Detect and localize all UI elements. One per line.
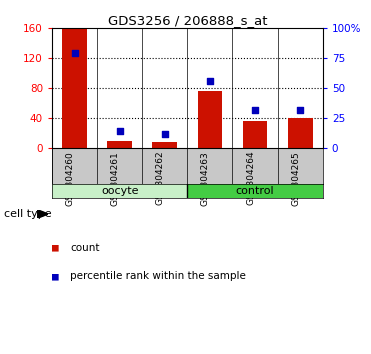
Text: percentile rank within the sample: percentile rank within the sample <box>70 271 246 281</box>
Bar <box>197 91 222 148</box>
Polygon shape <box>37 210 48 218</box>
Text: oocyte: oocyte <box>101 186 138 196</box>
Point <box>72 51 78 56</box>
Point <box>207 78 213 84</box>
Bar <box>107 141 132 148</box>
Bar <box>62 28 87 148</box>
Text: GSM304261: GSM304261 <box>111 151 120 206</box>
Text: control: control <box>236 186 275 196</box>
Bar <box>243 121 267 148</box>
Title: GDS3256 / 206888_s_at: GDS3256 / 206888_s_at <box>108 14 267 27</box>
Point <box>117 129 123 134</box>
Text: GSM304264: GSM304264 <box>246 151 255 205</box>
Text: GSM304262: GSM304262 <box>156 151 165 205</box>
Bar <box>152 142 177 148</box>
Point <box>252 107 258 113</box>
Point <box>162 131 168 136</box>
Text: ■: ■ <box>52 271 59 281</box>
Text: GSM304260: GSM304260 <box>66 151 75 206</box>
Text: GSM304265: GSM304265 <box>291 151 300 206</box>
Bar <box>52 184 187 198</box>
Text: GSM304263: GSM304263 <box>201 151 210 206</box>
Text: cell type: cell type <box>4 209 51 219</box>
Point <box>297 107 303 113</box>
Text: ■: ■ <box>52 243 59 253</box>
Bar <box>187 184 323 198</box>
Bar <box>288 118 313 148</box>
Text: count: count <box>70 243 100 253</box>
